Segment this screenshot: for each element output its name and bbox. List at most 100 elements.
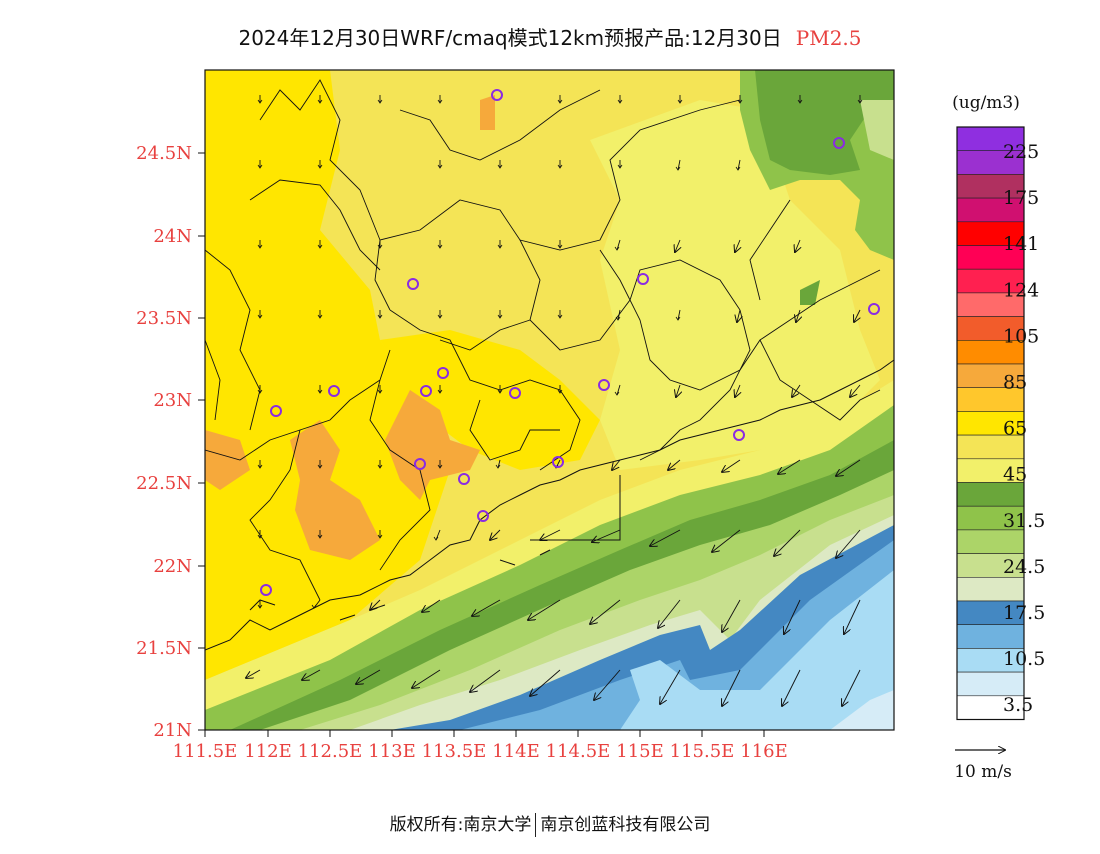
wind-arrow: [497, 459, 501, 469]
wind-arrow: [612, 459, 621, 470]
wind-arrow-head: [557, 244, 563, 249]
wind-arrow-head: [317, 534, 323, 539]
wind-vectors: [246, 95, 863, 706]
wind-arrow: [712, 529, 741, 552]
wind-arrow: [784, 599, 801, 634]
wind-arrow: [617, 309, 621, 321]
wind-arrow: [792, 384, 801, 397]
wind-arrow: [422, 599, 441, 612]
wind-arrow: [722, 599, 741, 632]
monitoring-station-marker: [414, 458, 426, 470]
wind-arrow-head: [735, 166, 741, 171]
monitoring-station-marker: [477, 510, 489, 522]
wind-arrow: [850, 384, 861, 397]
wind-arrow: [722, 459, 741, 472]
wind-arrow: [616, 384, 621, 396]
legend-label: 85: [1003, 372, 1027, 394]
wind-arrow-head: [433, 536, 439, 541]
wind-arrow: [356, 669, 381, 684]
legend-unit: (ug/m3): [952, 93, 1020, 113]
wind-arrow-head: [257, 464, 263, 469]
legend-label: 105: [1003, 325, 1039, 347]
monitoring-station-marker: [868, 303, 880, 315]
wind-arrow: [836, 459, 861, 476]
monitoring-station-marker: [637, 273, 649, 285]
wind-arrow: [782, 669, 801, 706]
wind-arrow-head: [437, 389, 443, 394]
company-name: 南京创蓝科技有限公司: [540, 815, 711, 835]
legend-label: 124: [1003, 279, 1039, 301]
lon-tick-label: 112E: [244, 741, 292, 762]
monitoring-station-marker: [328, 385, 340, 397]
wind-arrow: [677, 309, 681, 321]
monitoring-station-marker: [437, 367, 449, 379]
admin-boundaries: [205, 79, 881, 601]
wind-arrow: [737, 159, 741, 171]
lon-tick-label: 114E: [492, 741, 540, 762]
wind-arrow-head: [257, 164, 263, 169]
legend-frame: [956, 126, 1025, 721]
wind-arrow-head: [257, 244, 263, 249]
legend-label: 10.5: [1003, 648, 1045, 670]
wind-arrow-head: [377, 389, 383, 394]
wind-arrow-head: [557, 164, 563, 169]
wind-arrow-head: [437, 99, 443, 104]
wind-arrow: [677, 159, 681, 171]
wind-arrow: [590, 599, 621, 624]
monitoring-station-marker: [733, 429, 745, 441]
wind-arrow-head: [311, 604, 317, 609]
wind-arrow-head: [257, 389, 263, 394]
legend-swatch: [956, 624, 1025, 649]
lon-tick-label: 112.5E: [298, 741, 363, 762]
wind-arrow: [370, 599, 381, 610]
wind-arrow: [528, 599, 561, 620]
wind-arrow: [412, 669, 441, 688]
lat-tick-label: 21N: [153, 720, 192, 741]
legend-label: 24.5: [1003, 556, 1045, 578]
legend-label: 17.5: [1003, 602, 1045, 624]
wind-arrow-head: [797, 99, 803, 104]
monitoring-station-marker: [420, 385, 432, 397]
pollution-fill: [205, 70, 894, 730]
lat-tick-label: 23N: [153, 390, 192, 411]
wind-arrow-head: [614, 246, 620, 251]
wind-arrow-head: [857, 99, 863, 104]
wind-arrow: [844, 599, 861, 634]
wind-arrow: [470, 669, 501, 692]
lon-tick-label: 115E: [616, 741, 664, 762]
color-legend: 225 175 141 124 105 85 65 45 31.5 24.5 17.5 10.5 3.5: [956, 126, 1045, 721]
wind-arrow-head: [257, 604, 263, 609]
lon-tick-label: 113E: [368, 741, 416, 762]
legend-swatch: [956, 529, 1025, 554]
wind-arrow-head: [317, 99, 323, 104]
wind-scale: 10 m/s: [954, 750, 1012, 782]
wind-arrow: [854, 309, 860, 322]
legend-label: 175: [1003, 187, 1039, 209]
footer: 版权所有:南京大学 南京创蓝科技有限公司: [0, 810, 1100, 837]
wind-arrow: [836, 529, 861, 558]
wind-arrow: [722, 669, 741, 706]
latitude-axis: 24.5N 24N 23.5N 23N 22.5N 22N 21.5N 21N: [136, 143, 205, 741]
title-text: 2024年12月30日WRF/cmaq模式12km预报产品:12月30日: [238, 26, 782, 50]
monitoring-station-marker: [598, 379, 610, 391]
wind-arrow: [778, 459, 801, 474]
monitoring-station-marker: [260, 584, 272, 596]
lat-tick-label: 22N: [153, 556, 192, 577]
monitoring-stations: [260, 89, 880, 596]
legend-swatch: [956, 576, 1025, 602]
monitoring-station-marker: [491, 89, 503, 101]
wind-arrow-head: [614, 391, 620, 396]
lat-tick-label: 24.5N: [136, 143, 192, 164]
lon-tick-label: 111.5E: [173, 741, 238, 762]
wind-arrow: [735, 239, 740, 252]
lat-tick-label: 24N: [153, 226, 192, 247]
wind-arrow: [490, 529, 501, 540]
wind-arrow-head: [615, 316, 621, 321]
wind-arrow-head: [317, 164, 323, 169]
legend-label: 225: [1003, 141, 1039, 163]
wind-arrow-head: [677, 99, 683, 104]
monitoring-station-marker: [552, 456, 564, 468]
wind-arrow: [658, 599, 681, 628]
